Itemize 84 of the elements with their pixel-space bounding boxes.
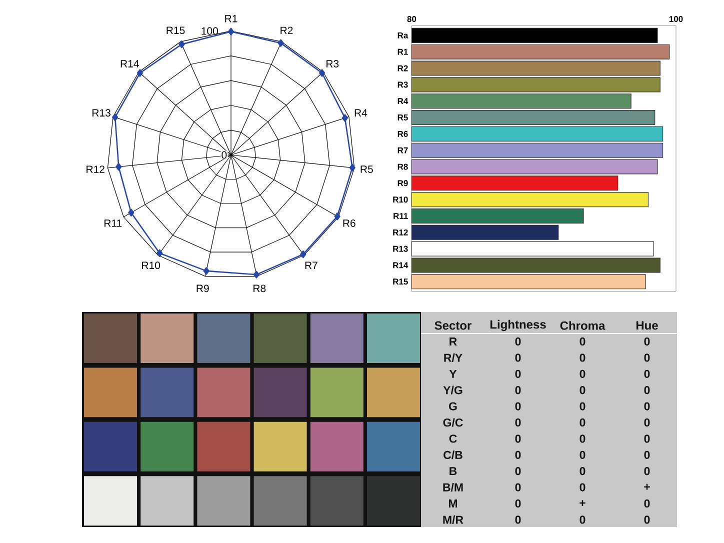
text: 0 xyxy=(644,386,650,394)
category-label: C/B xyxy=(444,450,462,460)
spoke-label: R14 xyxy=(120,60,139,68)
text: 0 xyxy=(515,386,521,394)
text: 0 xyxy=(580,516,586,524)
text: 0 xyxy=(515,402,521,410)
category-label: Lightness xyxy=(490,320,546,332)
category-label: G xyxy=(449,402,457,410)
text: 0 xyxy=(580,418,586,427)
category-label: G/C xyxy=(443,418,463,427)
y-tick-label: R2 xyxy=(398,65,408,72)
spoke-label: R11 xyxy=(104,220,122,227)
text: 0 xyxy=(580,450,586,459)
y-tick-label: R8 xyxy=(398,164,408,170)
spoke-label: R15 xyxy=(166,26,185,34)
text: 0 xyxy=(515,499,521,508)
y-tick-label: R11 xyxy=(394,213,408,219)
text: + xyxy=(580,500,586,506)
category-label: Chroma xyxy=(560,321,606,330)
text: 0 xyxy=(515,354,521,362)
spoke-label: R4 xyxy=(354,109,368,116)
category-label: C xyxy=(449,434,457,443)
spoke-label: R13 xyxy=(92,109,110,117)
y-tick-label: R15 xyxy=(393,278,408,285)
category-label: Hue xyxy=(636,321,658,330)
spoke-label: R1 xyxy=(225,14,238,22)
text: 0 xyxy=(644,434,650,443)
text: 0 xyxy=(580,386,586,394)
y-tick-label: R12 xyxy=(393,229,408,236)
y-tick-label: R13 xyxy=(393,246,408,252)
text: Sector xyxy=(434,321,472,330)
category-label: R xyxy=(450,338,457,346)
spoke-label: R2 xyxy=(280,26,293,34)
text: 0 xyxy=(644,467,650,476)
spoke-label: R8 xyxy=(254,284,266,292)
text: 0 xyxy=(644,450,650,459)
text: 0 xyxy=(515,337,521,346)
text: 0 xyxy=(580,467,586,476)
y-tick-label: R3 xyxy=(398,82,408,88)
spoke-label: R6 xyxy=(343,219,356,227)
text: 0 xyxy=(515,467,521,476)
y-tick-label: R5 xyxy=(398,114,408,120)
text: 0 xyxy=(644,370,650,378)
text: 0 xyxy=(644,354,650,362)
text: 0 xyxy=(580,370,586,378)
text: 0 xyxy=(580,483,586,492)
text: 0 xyxy=(644,499,650,508)
text: 0 xyxy=(515,434,521,443)
y-tick-label: R14 xyxy=(393,262,408,268)
text: 0 xyxy=(515,483,521,492)
category-label: R/Y xyxy=(444,353,462,362)
y-tick-label: Ra xyxy=(398,32,408,38)
category-label: M/R xyxy=(443,515,464,524)
y-tick-label: R4 xyxy=(398,98,408,104)
category-label: Y xyxy=(449,370,457,378)
y-tick-label: R7 xyxy=(398,147,408,154)
text: 0 xyxy=(644,402,650,410)
category-label: B/M xyxy=(443,483,463,492)
text: 0 xyxy=(515,418,521,427)
text: 0 xyxy=(580,354,586,362)
text: 0 xyxy=(580,337,586,346)
y-tick-label: R10 xyxy=(393,196,408,203)
category-label: Y/G xyxy=(443,386,462,394)
y-tick-label: R6 xyxy=(398,130,408,137)
spoke-label: R5 xyxy=(360,166,373,173)
y-tick-label: R9 xyxy=(398,180,408,186)
text: 0 xyxy=(580,434,586,443)
text: 0 xyxy=(644,516,650,524)
spoke-label: R9 xyxy=(196,284,209,292)
text: + xyxy=(644,484,650,490)
spoke-label: R7 xyxy=(305,262,318,269)
spoke-label: R3 xyxy=(326,60,339,68)
category-label: M xyxy=(448,500,458,508)
text: 0 xyxy=(644,418,650,427)
y-tick-label: R1 xyxy=(398,48,408,55)
text: 0 xyxy=(580,402,586,410)
spoke-label: R10 xyxy=(142,262,160,270)
text: 0 xyxy=(515,516,521,524)
x-tick-label: 80 xyxy=(407,16,416,22)
text: 0 xyxy=(515,450,521,459)
text: 0 xyxy=(515,370,521,378)
spoke-label: R12 xyxy=(86,166,104,173)
category-label: B xyxy=(450,467,457,476)
text: 0 xyxy=(644,337,650,346)
